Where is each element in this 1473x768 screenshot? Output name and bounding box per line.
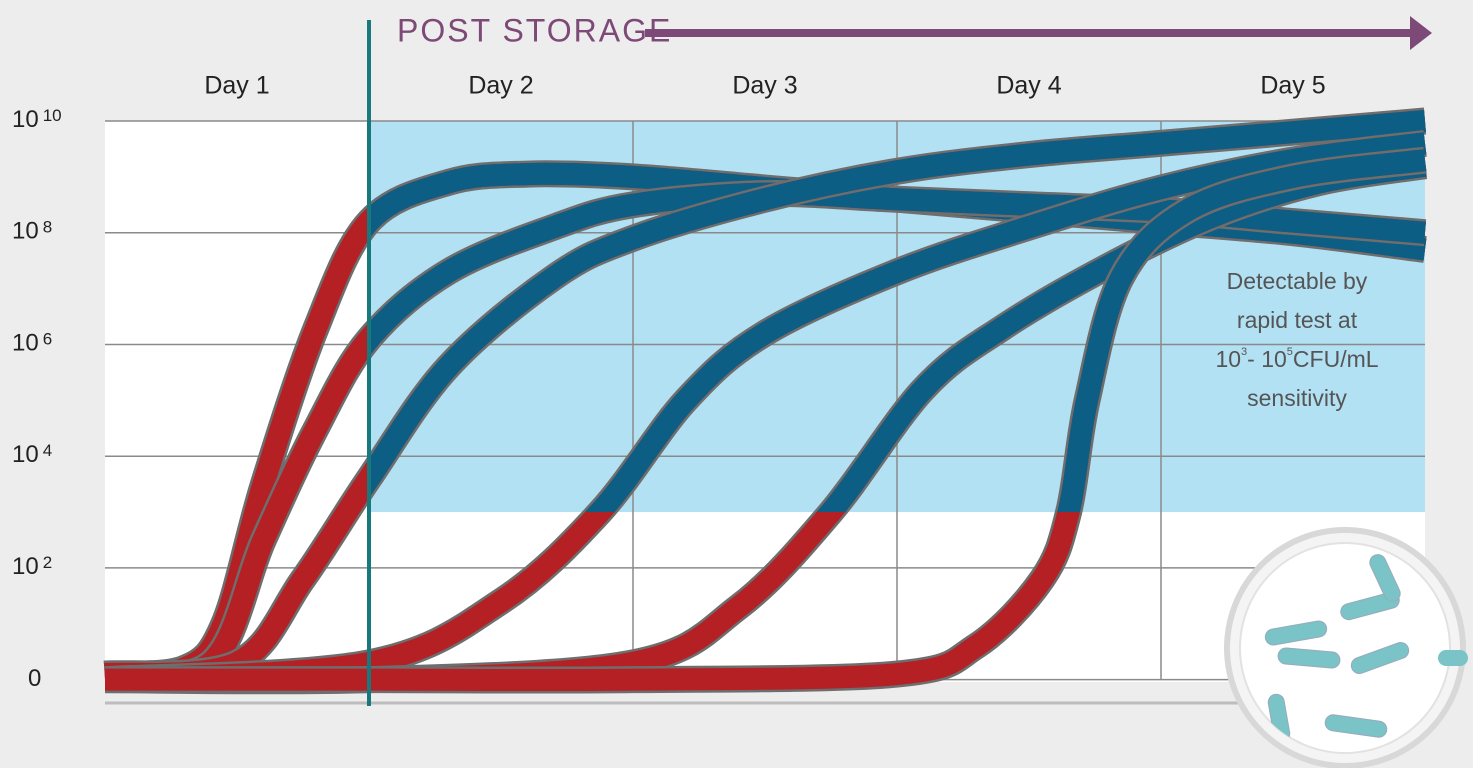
tick-base: 10 xyxy=(12,106,39,133)
x-category-label: Day 1 xyxy=(204,72,269,100)
tick-exponent: 6 xyxy=(43,330,52,349)
tick-exponent: 8 xyxy=(43,218,52,237)
annotation-line: Detectable by xyxy=(1227,268,1368,294)
x-category-label: Day 4 xyxy=(996,72,1061,100)
header-arrowhead xyxy=(1410,16,1432,50)
x-category-label: Day 3 xyxy=(732,72,797,100)
annotation-text: CFU/mL xyxy=(1293,346,1379,372)
tick-exponent: 10 xyxy=(43,106,62,125)
annotation-line: sensitivity xyxy=(1247,385,1347,411)
x-category-label: Day 5 xyxy=(1260,72,1325,100)
tick-exponent: 2 xyxy=(43,553,52,572)
x-category-label: Day 2 xyxy=(468,72,533,100)
tick-base: 10 xyxy=(12,330,39,357)
bacteria-illustration xyxy=(1227,530,1468,766)
tick-exponent: 4 xyxy=(43,442,52,461)
annotation-text: 10 xyxy=(1215,346,1241,372)
chart: 01021041061081010Day 1Day 2Day 3Day 4Day… xyxy=(0,0,1473,768)
y-tick-label: 0 xyxy=(28,665,41,692)
page: 01021041061081010Day 1Day 2Day 3Day 4Day… xyxy=(0,0,1473,768)
tick-base: 10 xyxy=(12,218,39,245)
annotation-line: 103- 105CFU/mL xyxy=(1215,346,1378,372)
tick-base: 10 xyxy=(12,553,39,580)
header: POST STORAGE xyxy=(397,12,672,48)
annotation-text: - 10 xyxy=(1247,346,1287,372)
tick-base: 10 xyxy=(12,442,39,469)
annotation-line: rapid test at xyxy=(1237,307,1358,333)
